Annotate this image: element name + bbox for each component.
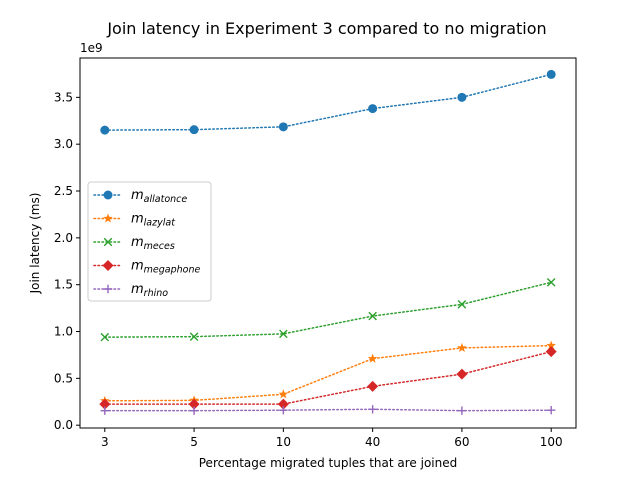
- x-tick-label: 40: [365, 435, 380, 449]
- x-tick-label: 60: [454, 435, 469, 449]
- legend-entry-megaphone: mmegaphone: [93, 259, 201, 276]
- plot-area: [99, 69, 557, 415]
- y-tick-label: 1.5: [54, 278, 73, 292]
- plot-frame: [79, 57, 577, 429]
- series-meces: [100, 278, 556, 342]
- data-point: [189, 406, 199, 415]
- data-point: [188, 398, 200, 410]
- x-tick-label: 5: [190, 435, 198, 449]
- legend-entry-lazylat: mlazylat: [93, 212, 176, 229]
- data-point: [103, 190, 113, 200]
- data-point: [279, 329, 288, 339]
- y-tick-label: 3.5: [54, 90, 73, 104]
- series-allatonce: [100, 69, 556, 135]
- data-point: [546, 278, 556, 287]
- data-point: [368, 405, 377, 414]
- data-point: [457, 300, 467, 309]
- data-point: [546, 340, 556, 350]
- series-line: [104, 281, 552, 338]
- data-point: [457, 342, 467, 352]
- x-tick-label: 100: [540, 435, 563, 449]
- legend-label: mallatonce: [131, 188, 187, 205]
- series-line: [104, 350, 552, 405]
- series-rhino: [100, 405, 556, 415]
- series-megaphone: [99, 346, 557, 410]
- y-tick-label: 2.0: [54, 231, 73, 245]
- legend-label: mmegaphone: [131, 259, 201, 276]
- legend: mallatonce mlazylat mmeces mmegaphone mrhino: [87, 181, 212, 302]
- legend-label: mmeces: [131, 235, 175, 252]
- y-tick-label: 0.0: [54, 418, 73, 432]
- y-tick-label: 0.5: [54, 371, 73, 385]
- data-point: [367, 353, 378, 363]
- x-tick-label: 10: [276, 435, 291, 449]
- legend-label: mlazylat: [131, 212, 176, 229]
- chart-title: Join latency in Experiment 3 compared to…: [106, 19, 546, 38]
- data-point: [279, 406, 288, 415]
- legend-entry-rhino: mrhino: [93, 282, 168, 299]
- data-point: [103, 237, 113, 247]
- data-point: [103, 284, 113, 294]
- data-point: [545, 346, 557, 358]
- data-point: [278, 122, 288, 132]
- data-point: [277, 398, 289, 410]
- data-point: [102, 260, 114, 271]
- legend-box: [87, 181, 212, 302]
- y-tick-label: 3.0: [54, 137, 73, 151]
- data-point: [368, 311, 377, 321]
- data-point: [103, 213, 113, 223]
- y-axis-label: Join latency (ms): [28, 193, 42, 295]
- data-point: [456, 368, 468, 380]
- data-point: [100, 125, 110, 135]
- x-axis-label: Percentage migrated tuples that are join…: [199, 456, 458, 470]
- y-offset-label: 1e9: [80, 41, 103, 55]
- legend-entry-meces: mmeces: [93, 235, 175, 252]
- y-tick-label: 1.0: [54, 325, 73, 339]
- data-point: [100, 332, 110, 342]
- data-point: [368, 104, 378, 114]
- data-point: [278, 389, 289, 399]
- legend-entry-allatonce: mallatonce: [93, 188, 187, 205]
- data-point: [189, 332, 199, 341]
- y-tick-label: 2.5: [54, 184, 73, 198]
- series-line: [104, 344, 552, 402]
- series-line: [104, 408, 552, 412]
- data-point: [457, 92, 467, 102]
- data-point: [457, 406, 467, 415]
- data-point: [99, 398, 111, 410]
- legend-label: mrhino: [131, 282, 168, 299]
- data-point: [189, 125, 199, 135]
- data-point: [546, 69, 556, 79]
- data-point: [367, 380, 379, 392]
- x-tick-label: 3: [101, 435, 109, 449]
- data-point: [547, 406, 556, 415]
- data-point: [100, 406, 109, 415]
- series-line: [104, 73, 552, 131]
